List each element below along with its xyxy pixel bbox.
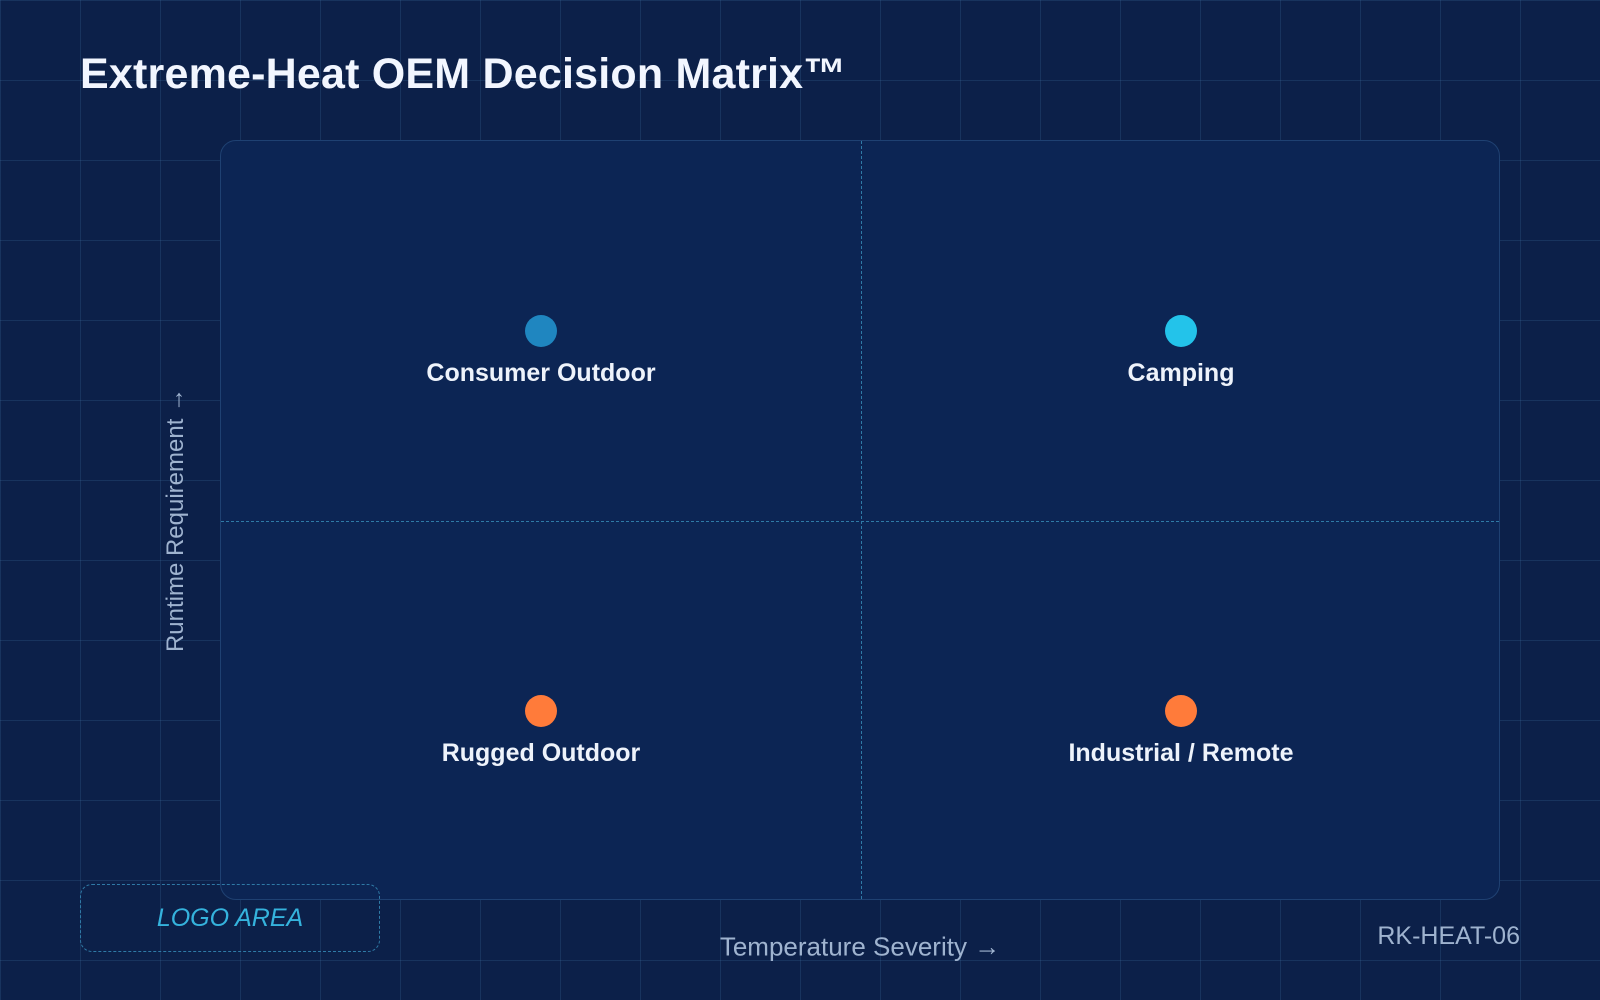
quadrant-top-left: Consumer Outdoor — [331, 315, 751, 388]
reference-code: RK-HEAT-06 — [1377, 922, 1520, 950]
quadrant-bottom-right: Industrial / Remote — [971, 695, 1391, 768]
quadrant-label: Industrial / Remote — [1068, 739, 1294, 767]
matrix-panel: Consumer Outdoor Camping Rugged Outdoor … — [220, 140, 1500, 900]
quadrant-label: Consumer Outdoor — [426, 359, 656, 387]
quadrant-marker-dot — [1165, 695, 1197, 727]
page-title: Extreme-Heat OEM Decision Matrix™ — [80, 50, 847, 98]
logo-placeholder: LOGO AREA — [80, 884, 380, 952]
x-axis-label: Temperature Severity → — [719, 931, 1001, 962]
quadrant-label: Camping — [1127, 359, 1235, 387]
quadrant-label: Rugged Outdoor — [441, 739, 641, 767]
logo-placeholder-text: LOGO AREA — [156, 903, 304, 932]
quadrant-top-right: Camping — [971, 315, 1391, 388]
quadrant-marker-dot — [525, 315, 557, 347]
y-axis-label: Runtime Requirement → — [162, 387, 189, 653]
quadrant-marker-dot — [525, 695, 557, 727]
horizontal-divider — [221, 521, 1499, 522]
quadrant-bottom-left: Rugged Outdoor — [331, 695, 751, 768]
vertical-divider — [861, 141, 862, 899]
quadrant-marker-dot — [1165, 315, 1197, 347]
